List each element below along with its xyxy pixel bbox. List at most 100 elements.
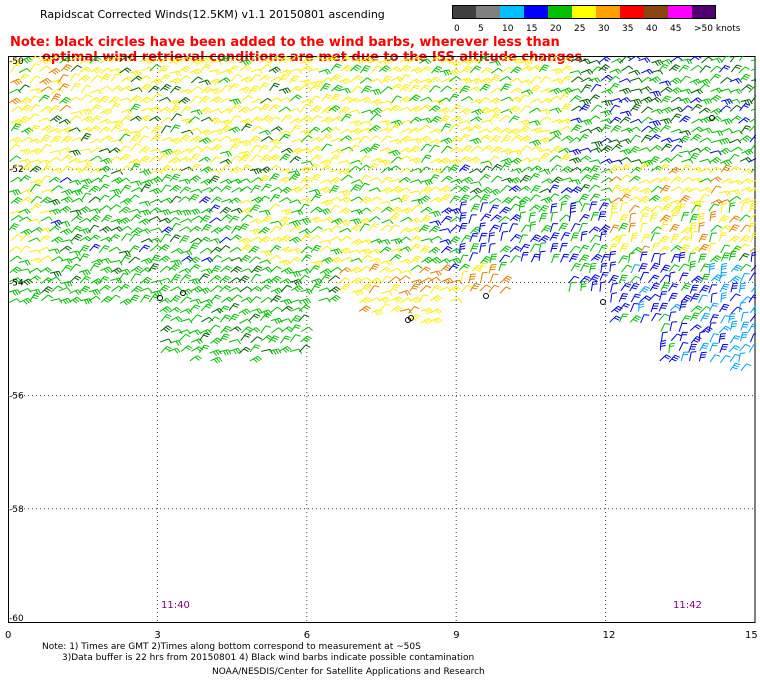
wind-barb	[331, 218, 344, 225]
wind-barb	[629, 134, 641, 143]
wind-barb	[689, 213, 699, 223]
wind-barb	[198, 344, 210, 353]
wind-barb	[459, 133, 471, 143]
wind-barb	[669, 321, 678, 332]
wind-barb	[148, 156, 161, 164]
wind-barb	[588, 77, 601, 84]
wind-barb	[108, 233, 121, 242]
contamination-note-line1: Note: black circles have been added to t…	[10, 35, 560, 50]
wind-barb	[568, 210, 576, 222]
wind-barb	[430, 284, 441, 294]
wind-barb	[240, 76, 253, 84]
wind-barb	[228, 65, 239, 74]
wind-barb	[80, 94, 92, 102]
wind-barb	[609, 68, 622, 75]
wind-barb	[399, 258, 412, 265]
wind-barb	[279, 278, 292, 284]
wind-barb	[189, 329, 202, 336]
wind-barb	[40, 125, 54, 133]
wind-barb	[39, 77, 52, 85]
wind-barb	[99, 108, 113, 116]
wind-barb	[48, 55, 61, 63]
wind-barb	[659, 184, 671, 193]
wind-barb	[421, 277, 434, 283]
wind-barb	[118, 177, 131, 184]
wind-barb	[109, 102, 121, 111]
wind-barb	[268, 335, 280, 343]
wind-barb	[299, 166, 312, 174]
wind-barb	[519, 174, 531, 183]
wind-barb	[658, 235, 670, 244]
wind-barb	[268, 138, 281, 146]
wind-barb	[648, 126, 661, 134]
wind-barb	[649, 90, 662, 98]
wind-barb	[449, 208, 462, 215]
wind-barb	[190, 58, 203, 66]
wind-barb	[428, 85, 441, 93]
wind-barb	[189, 263, 201, 272]
wind-barb	[380, 275, 392, 284]
legend-label: 5	[478, 24, 484, 34]
wind-barb	[138, 200, 151, 207]
wind-barb	[220, 84, 232, 93]
wind-barb	[698, 331, 706, 342]
wind-barb	[590, 253, 603, 262]
wind-barb	[50, 93, 62, 102]
wind-barb	[719, 199, 732, 205]
wind-barb	[239, 65, 252, 72]
wind-barb	[299, 58, 312, 65]
wind-barb	[289, 270, 302, 278]
wind-barb	[120, 184, 132, 193]
wind-barb	[128, 194, 140, 202]
legend-swatch	[500, 5, 524, 19]
wind-barb	[569, 148, 582, 156]
wind-barb	[729, 138, 742, 144]
wind-barb	[518, 200, 526, 211]
wind-barb	[80, 84, 92, 94]
wind-barb	[48, 157, 61, 163]
wind-barb	[369, 113, 382, 121]
wind-barb	[88, 234, 101, 242]
wind-barb	[500, 185, 513, 193]
wind-barb	[100, 214, 113, 223]
wind-barb	[319, 245, 332, 253]
wind-barb	[259, 235, 271, 243]
wind-barb	[189, 153, 201, 162]
wind-barb	[678, 235, 691, 244]
wind-barb	[299, 197, 312, 204]
wind-barb	[119, 298, 133, 306]
wind-barb	[99, 284, 112, 292]
wind-barb	[448, 93, 460, 102]
wind-barb	[100, 73, 112, 82]
wind-barb	[149, 149, 162, 155]
wind-barb	[301, 135, 313, 142]
wind-barb	[549, 87, 562, 95]
wind-barb	[601, 88, 614, 95]
wind-barb	[450, 298, 463, 304]
wind-barb	[218, 77, 231, 83]
wind-barb	[600, 262, 608, 274]
wind-barb	[418, 224, 430, 233]
wind-barb	[158, 97, 171, 102]
wind-barb	[98, 245, 110, 254]
wind-barb	[480, 255, 492, 264]
latitude-tick-label: -58	[9, 505, 24, 515]
wind-barb	[229, 137, 242, 145]
wind-barb	[281, 114, 293, 123]
wind-barb	[628, 252, 636, 263]
wind-barb	[318, 287, 331, 293]
wind-barb	[359, 96, 372, 104]
wind-barb	[450, 185, 463, 192]
wind-barb	[238, 237, 251, 245]
wind-barb	[349, 266, 362, 274]
wind-barb	[419, 124, 431, 132]
wind-barb	[130, 143, 142, 151]
wind-barb	[159, 277, 172, 283]
wind-barb	[730, 264, 743, 272]
wind-barb	[420, 96, 433, 102]
wind-barb	[18, 259, 31, 266]
wind-barb	[258, 74, 271, 82]
legend-label: >50 knots	[694, 24, 741, 34]
wind-barb	[229, 98, 242, 105]
wind-barb	[178, 97, 191, 104]
